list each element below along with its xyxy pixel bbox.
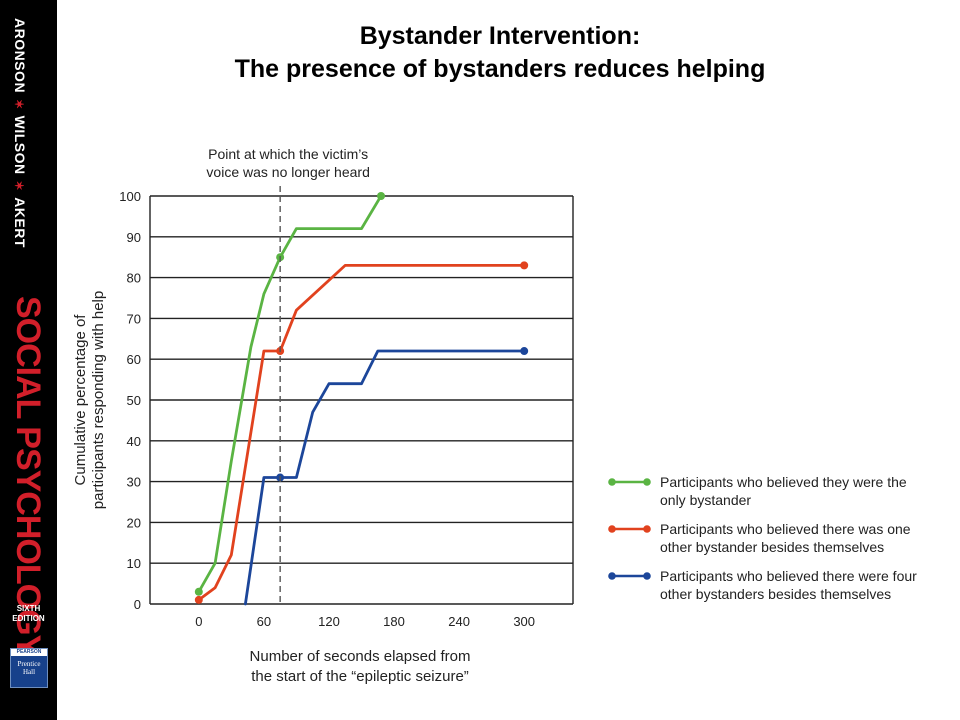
y-tick-label: 0 — [134, 597, 141, 612]
publisher-logo: PEARSON Prentice Hall — [10, 648, 48, 688]
series-marker — [377, 192, 386, 200]
legend-label: Participants who believed there was one o… — [660, 521, 911, 555]
series-line — [197, 263, 526, 602]
y-tick-label: 40 — [127, 434, 141, 449]
series-line — [197, 194, 383, 594]
title-line-2: The presence of bystanders reduces helpi… — [234, 55, 766, 83]
imprint-line-1: Prentice — [17, 660, 41, 668]
annotation-text-line: voice was no longer heard — [206, 164, 369, 180]
x-tick-label: 300 — [513, 614, 535, 629]
legend-label-line: other bystanders besides themselves — [660, 586, 891, 602]
y-tick-label: 90 — [127, 230, 141, 245]
series-marker — [520, 261, 529, 270]
x-axis-label-line: Number of seconds elapsed from — [250, 648, 471, 665]
star-separator-icon: ✶ — [12, 99, 26, 110]
y-tick-label: 60 — [127, 352, 141, 367]
edition-label: SIXTH EDITION — [0, 604, 57, 624]
legend-marker — [643, 525, 651, 533]
author-aronson: ARONSON — [12, 18, 28, 94]
x-axis-label-line: the start of the “epileptic seizure” — [251, 668, 469, 685]
series-line — [243, 349, 526, 606]
y-tick-label: 20 — [127, 515, 141, 530]
book-title: SOCIAL PSYCHOLOGY — [9, 296, 47, 657]
legend-label-line: other bystander besides themselves — [660, 539, 884, 555]
y-tick-label: 80 — [127, 271, 141, 286]
y-tick-label: 30 — [127, 475, 141, 490]
y-axis-label-line: participants responding with help — [90, 291, 107, 509]
x-tick-label: 120 — [318, 614, 340, 629]
annotation-text: Point at which the victim’s voice was no … — [206, 146, 369, 180]
legend-label: Participants who believed they were the o… — [660, 474, 907, 508]
edition-line-1: SIXTH — [16, 604, 41, 613]
legend-marker — [643, 478, 651, 486]
legend-marker — [608, 478, 616, 486]
y-axis-label-line: Cumulative percentage of — [72, 314, 89, 486]
x-tick-label: 240 — [448, 614, 470, 629]
sidebar: ARONSON ✶ WILSON ✶ AKERT SOCIAL PSYCHOLOGY S… — [0, 0, 57, 720]
legend-label: Participants who believed there were fou… — [660, 568, 917, 602]
legend-label-line: only bystander — [660, 492, 751, 508]
legend-marker — [643, 572, 651, 580]
series-marker — [194, 595, 203, 604]
imprint-line-2: Hall — [22, 668, 36, 676]
author-akert: AKERT — [12, 197, 28, 248]
y-axis-label: Cumulative percentage ofparticipants res… — [72, 291, 107, 509]
legend-label-line: Participants who believed they were the — [660, 474, 907, 490]
author-wilson: WILSON — [12, 115, 28, 175]
annotation-layer: Point at which the victim’s voice was no … — [206, 146, 370, 604]
edition-line-2: EDITION — [12, 614, 45, 623]
x-tick-label: 0 — [195, 614, 202, 629]
y-tick-label: 50 — [127, 393, 141, 408]
y-tick-label: 70 — [127, 311, 141, 326]
legend-marker — [608, 572, 616, 580]
annotation-text-line: Point at which the victim’s — [208, 146, 368, 162]
x-tick-label: 180 — [383, 614, 405, 629]
axis-layer: 0 10 20 30 40 50 60 70 80 90 100 0 60 120 180 240 300 Cum… — [72, 189, 535, 685]
legend-label-line: Participants who believed there were fou… — [660, 568, 917, 584]
legend-marker — [608, 525, 616, 533]
x-tick-label: 60 — [257, 614, 271, 629]
x-axis-label: Number of seconds elapsed from the start … — [250, 648, 471, 685]
series-marker — [520, 347, 529, 356]
authors-label: ARONSON ✶ WILSON ✶ AKERT — [12, 18, 28, 248]
publisher-imprint: Prentice Hall — [11, 656, 47, 676]
series-marker — [194, 587, 203, 596]
grid-layer — [149, 195, 574, 605]
y-tick-label: 10 — [127, 556, 141, 571]
y-tick-label: 100 — [119, 189, 141, 204]
publisher-name: PEARSON — [11, 649, 47, 656]
star-separator-icon: ✶ — [12, 180, 26, 192]
series-layer — [194, 192, 529, 606]
title-line-1: Bystander Intervention: — [359, 22, 641, 50]
legend-label-line: Participants who believed there was one — [660, 521, 911, 537]
line-chart: 0 10 20 30 40 50 60 70 80 90 100 0 60 120 180 240 300 Cum… — [72, 146, 917, 685]
legend: Participants who believed they were the o… — [608, 474, 917, 602]
slide-title: Bystander Intervention: The presence of … — [120, 20, 880, 86]
